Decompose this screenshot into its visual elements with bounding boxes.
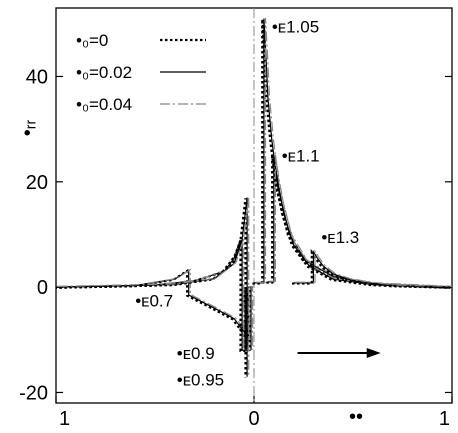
series-line: [266, 155, 451, 289]
y-tick-label: -20: [19, 382, 48, 404]
series-line: [56, 198, 247, 378]
series-line: [57, 238, 249, 351]
x-axis-label: ••: [349, 406, 363, 428]
series-line: [269, 154, 452, 288]
annotations: •ᴇ1.05 •ᴇ1.1 •ᴇ1.3 •ᴇ0.7 •ᴇ0.9 •ᴇ0.95: [135, 17, 359, 389]
series-line: [292, 248, 451, 289]
y-tick-label: 0: [37, 277, 48, 299]
legend-label: •₀=0: [76, 31, 108, 50]
y-axis: -20 0 20 40: [19, 66, 452, 404]
y-tick-label: 20: [26, 172, 48, 194]
x-axis: 1 0 1: [55, 396, 453, 430]
x-tick-label: 1: [439, 408, 450, 430]
series-line: [57, 196, 250, 377]
y-tick-label: 40: [26, 66, 48, 88]
annotation-label: •ᴇ0.9: [177, 344, 215, 363]
annotation-label: •ᴇ1.1: [282, 146, 320, 165]
series-line: [295, 249, 452, 288]
annotation-label: •ᴇ1.05: [272, 17, 319, 36]
y-axis-label: •ᵣᵣ: [17, 120, 39, 137]
legend-label: •₀=0.04: [76, 95, 132, 114]
annotation-label: •ᴇ0.7: [135, 291, 173, 310]
x-tick-label: 1: [59, 408, 70, 430]
series-line: [252, 19, 451, 289]
direction-arrow: [297, 347, 381, 358]
series-line: [57, 268, 254, 350]
series-line: [267, 155, 452, 288]
arrow-head: [366, 347, 381, 358]
legend: •₀=0 •₀=0.02 •₀=0.04: [76, 31, 206, 114]
curves: [56, 17, 452, 378]
annotation-label: •ᴇ0.95: [177, 370, 224, 389]
annotation-label: •ᴇ1.3: [321, 228, 359, 247]
series-line: [293, 249, 452, 288]
legend-label: •₀=0.02: [76, 63, 132, 82]
x-tick-label: 0: [248, 408, 259, 430]
